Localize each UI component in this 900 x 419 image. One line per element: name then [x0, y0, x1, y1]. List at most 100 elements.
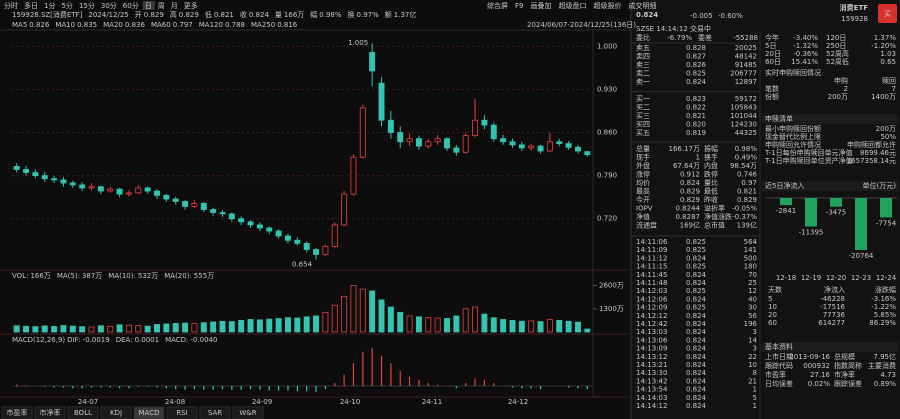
- field-value: 0.824: [249, 11, 270, 19]
- bar-label: -20764: [849, 252, 874, 260]
- book-level: 卖五: [636, 44, 650, 52]
- period-label: 今年: [765, 33, 779, 42]
- ma-name: MA20: [103, 21, 123, 29]
- book-price: 0.820: [686, 121, 706, 129]
- trade-price: 0.825: [686, 263, 706, 271]
- cell-value: 50%: [880, 133, 896, 141]
- volume-bar: [200, 322, 207, 333]
- period-value: -1.32%: [793, 42, 818, 50]
- menu-item[interactable]: 成交明细: [628, 1, 656, 10]
- candle-body: [125, 192, 132, 195]
- change: -0.005: [690, 12, 713, 20]
- trade-volume: 30: [748, 304, 757, 312]
- menu-item[interactable]: 画叠加: [530, 1, 551, 10]
- macd-label: MACD(12,26,9): [12, 336, 65, 344]
- bottom-tab[interactable]: 市净率: [40, 408, 61, 417]
- toolbar-tab[interactable]: 1分: [44, 1, 55, 10]
- trade-price: 0.825: [686, 304, 706, 312]
- candle-body: [69, 182, 76, 186]
- ma-name: MA5: [12, 21, 27, 29]
- ma-value: 0.797: [173, 21, 193, 29]
- stat-value: -0.37%: [732, 213, 757, 221]
- candle-body: [331, 224, 338, 247]
- cell-value: 1657358.14元: [847, 157, 896, 165]
- volume-bar: [453, 315, 460, 333]
- period-value: -1.20%: [871, 42, 896, 50]
- volume-bar: [313, 315, 320, 333]
- bottom-tab[interactable]: KDJ: [110, 409, 122, 417]
- candle-body: [556, 141, 563, 145]
- trade-time: 14:12:12: [636, 312, 667, 320]
- row-label: 日均误差: [765, 379, 793, 388]
- trade-time: 14:13:06: [636, 336, 668, 344]
- toolbar-tab[interactable]: 分时: [4, 1, 18, 10]
- trade-volume: 70: [748, 271, 757, 279]
- y-tick-label: 1300万: [599, 305, 624, 313]
- trade-price: 0.825: [686, 246, 706, 254]
- trade-volume: 21: [748, 377, 757, 385]
- candle-body: [107, 188, 114, 192]
- period-label: 20日: [765, 50, 781, 58]
- toolbar-tab[interactable]: 多日: [24, 1, 38, 10]
- trade-price: 0.825: [686, 287, 706, 295]
- toolbar-tab[interactable]: 月: [171, 2, 178, 10]
- stat-value: -0.05%: [732, 205, 757, 213]
- field-label: 收: [240, 10, 247, 19]
- volume-bar: [546, 319, 553, 333]
- toolbar-tab[interactable]: 60分: [123, 1, 139, 10]
- field-value: 0.98%: [319, 11, 342, 19]
- stat-value: 0.824: [680, 179, 701, 187]
- cell-value: 8699.46元: [860, 149, 896, 157]
- stat-label: IOPV: [636, 205, 653, 213]
- book-price: 0.823: [686, 95, 706, 103]
- row-label: 笔数: [765, 84, 779, 93]
- candle-body: [266, 227, 273, 232]
- bottom-tab[interactable]: 市盈率: [7, 408, 28, 417]
- cell-value: 10: [768, 303, 777, 311]
- toolbar-tab[interactable]: 30分: [101, 1, 117, 10]
- toolbar-tab[interactable]: 日: [145, 2, 152, 10]
- bottom-tab[interactable]: SAR: [208, 409, 222, 417]
- volume-bar: [387, 306, 394, 333]
- period-label: 250日: [826, 42, 846, 50]
- bottom-tab[interactable]: RSI: [176, 409, 187, 417]
- buy-button[interactable]: [878, 4, 897, 23]
- buy-label[interactable]: 买: [884, 10, 891, 18]
- volume-bar: [518, 320, 525, 333]
- candle-body: [23, 169, 30, 173]
- menu-item[interactable]: 超级报价: [593, 1, 621, 10]
- toolbar-tab[interactable]: 周: [158, 2, 165, 10]
- candle-body: [453, 147, 460, 153]
- volume-bar: [284, 317, 291, 333]
- toolbar-tab[interactable]: 15分: [79, 1, 95, 10]
- menu-item[interactable]: 超级盘口: [558, 1, 586, 10]
- trade-price: 0.824: [686, 312, 707, 320]
- book-level: 卖三: [636, 61, 650, 69]
- stat-label: 总量: [636, 144, 650, 153]
- volume-bar: [275, 318, 282, 333]
- bottom-tab[interactable]: BOLL: [74, 409, 92, 417]
- volume-bar: [60, 325, 67, 333]
- candle-body: [60, 179, 67, 184]
- menu-item[interactable]: F9: [515, 2, 523, 10]
- candle-body: [191, 202, 198, 207]
- volume-bar: [163, 323, 170, 333]
- toolbar-tab[interactable]: 更多: [184, 1, 198, 10]
- bottom-tab[interactable]: MACD: [139, 409, 160, 417]
- volume-bar: [88, 326, 95, 333]
- trade-price: 0.825: [686, 238, 706, 246]
- trade-volume: 3: [753, 345, 757, 353]
- trade-price: 0.824: [686, 402, 707, 410]
- bottom-tab-bg: [199, 406, 231, 419]
- candle-body: [462, 135, 469, 153]
- stat-value: 0.912: [680, 171, 700, 179]
- toolbar-tab[interactable]: 5分: [61, 1, 72, 10]
- bottom-tab[interactable]: W&R: [239, 409, 256, 417]
- menu-item[interactable]: 综合屏: [487, 1, 508, 10]
- macd-label: DEA:: [116, 336, 133, 344]
- x-tick-label: 24-12: [508, 398, 528, 406]
- stat-label: 均价: [636, 178, 650, 187]
- stat-label: 总市值: [704, 221, 725, 230]
- trade-volume: 141: [744, 246, 757, 254]
- inflow-bar: [830, 198, 842, 207]
